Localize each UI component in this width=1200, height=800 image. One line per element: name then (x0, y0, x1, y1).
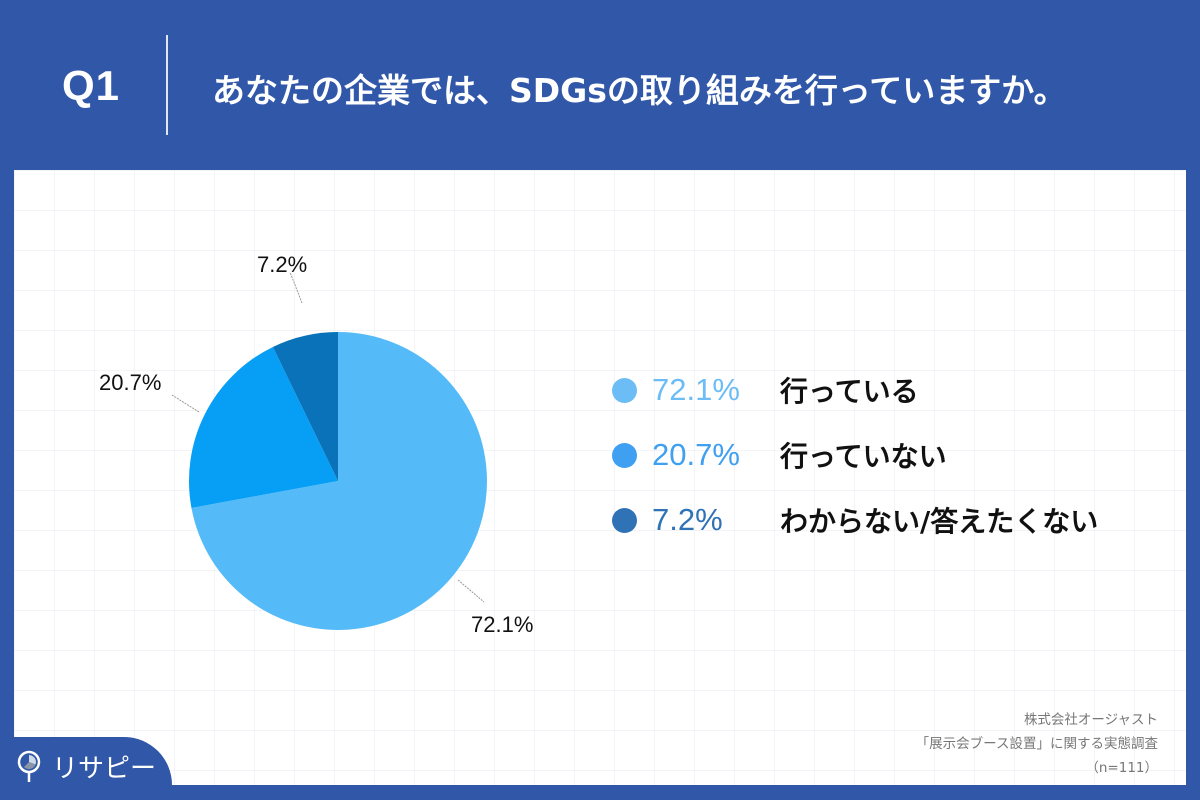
legend-dot-icon (612, 377, 637, 403)
pie-slice-unknown (272, 332, 338, 481)
pie-label-yes: 72.1% (471, 612, 534, 637)
legend-label: 行っていない (780, 440, 947, 473)
legend-item-no: 20.7% 行っていない (600, 433, 947, 477)
question-text: あなたの企業では、SDGsの取り組みを行っていますか。 (212, 71, 1067, 110)
logo-text: リサピー (52, 754, 157, 784)
pin-icon (17, 750, 41, 782)
leader-line-yes (457, 579, 485, 603)
header: Q1 あなたの企業では、SDGsの取り組みを行っていますか。 (0, 0, 1200, 170)
legend-percent: 7.2% (652, 502, 723, 537)
source-sample-size: （n=111） (1085, 760, 1158, 776)
source-note: 株式会社オージャスト 「展示会ブース設置」に関する実態調査 （n=111） (916, 708, 1158, 780)
pie-slice-no (189, 346, 338, 508)
pie-chart (171, 271, 488, 630)
pie-label-unknown: 7.2% (257, 252, 308, 277)
legend-dot-icon (612, 442, 637, 468)
pie-label-no: 20.7% (99, 370, 162, 395)
logo: リサピー (16, 748, 156, 785)
legend-label: わからない/答えたくない (780, 505, 1099, 538)
question-number: Q1 (62, 62, 121, 109)
leader-line-unknown (289, 271, 303, 304)
pie-slice-yes (191, 332, 488, 630)
chart-panel: 7.2% 20.7% 72.1% (14, 170, 1186, 785)
legend-item-unknown: 7.2% わからない/答えたくない (600, 498, 1098, 542)
header-divider (166, 35, 168, 135)
leader-line-no (171, 394, 200, 413)
legend-item-yes: 72.1% 行っている (600, 368, 919, 412)
source-company: 株式会社オージャスト (1023, 712, 1158, 728)
source-survey: 「展示会ブース設置」に関する実態調査 (915, 736, 1158, 752)
legend-percent: 72.1% (652, 372, 740, 407)
legend-percent: 20.7% (652, 437, 740, 472)
legend-dot-icon (612, 507, 637, 533)
legend-label: 行っている (780, 375, 919, 408)
